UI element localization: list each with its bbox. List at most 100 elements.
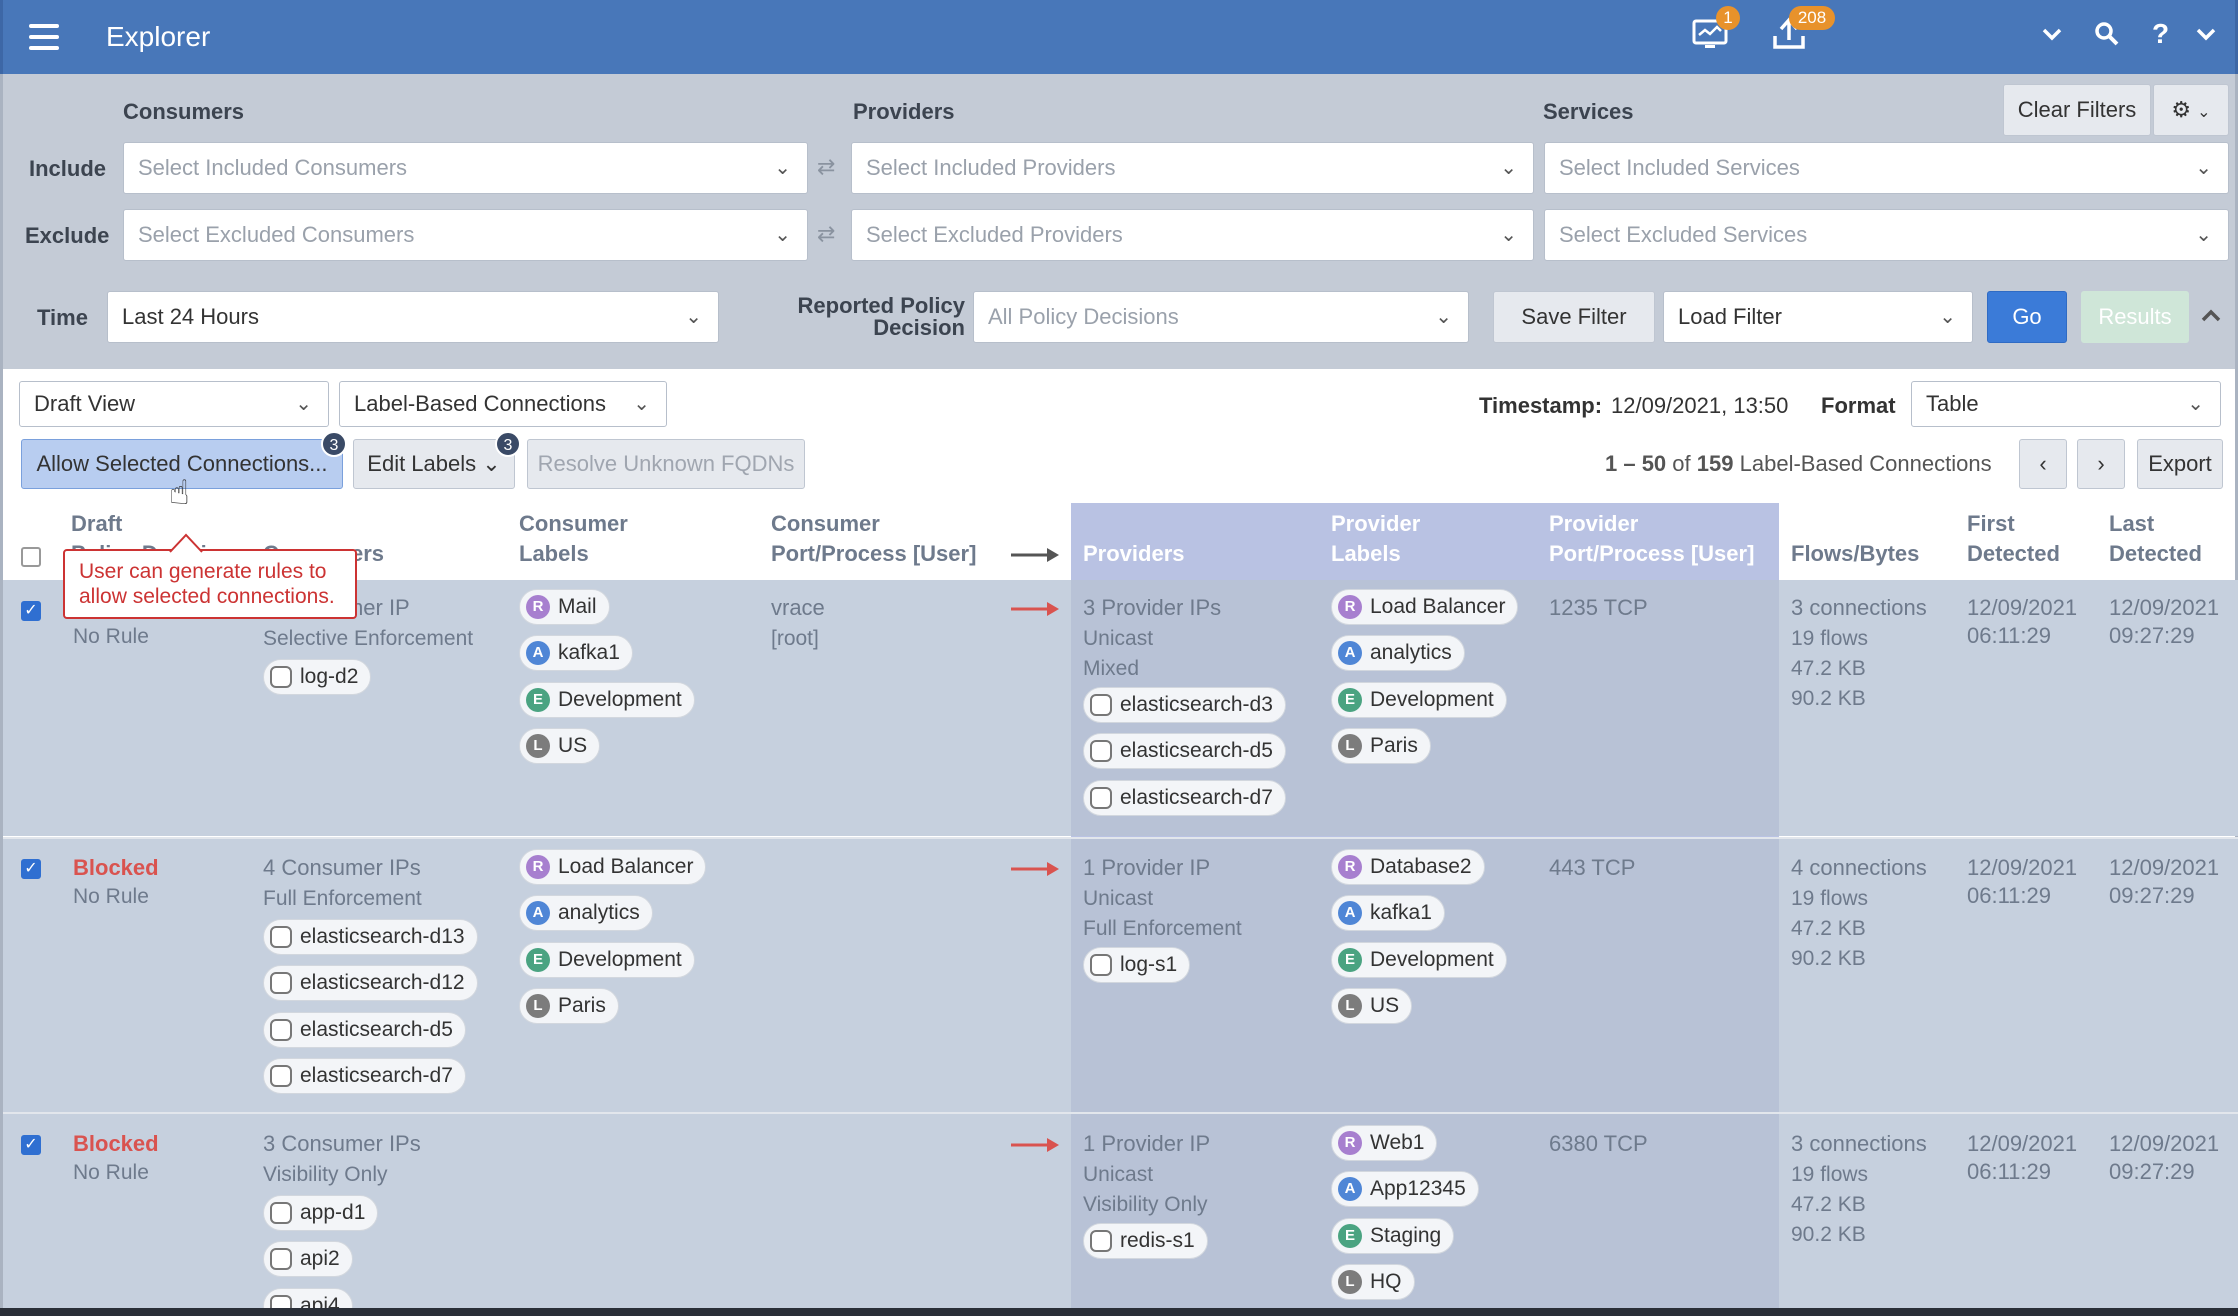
include-services-select[interactable]: Select Included Services ⌄ [1544, 142, 2229, 194]
menu-icon[interactable] [29, 24, 59, 50]
include-providers-select[interactable]: Select Included Providers ⌄ [851, 142, 1534, 194]
results-button[interactable]: Results [2081, 291, 2189, 343]
provider-main[interactable]: 1 Provider IP [1083, 855, 1211, 880]
workload-pill[interactable]: app-d1 [263, 1195, 379, 1231]
prev-page-button[interactable]: ‹ [2019, 439, 2067, 489]
label-pill[interactable]: R Mail [519, 589, 610, 625]
col-consumer-port[interactable]: Consumer Port/Process [User] [771, 511, 977, 566]
row-checkbox[interactable]: ✓ [21, 601, 41, 621]
provider-main[interactable]: 3 Provider IPs [1083, 595, 1222, 620]
row-decision: Blocked [73, 855, 159, 880]
col-providers[interactable]: Providers [1083, 541, 1185, 566]
workload-pill[interactable]: redis-s1 [1083, 1223, 1208, 1259]
label-pill[interactable]: L US [1331, 988, 1413, 1024]
row-3-bg-right [1779, 1114, 2238, 1316]
exclude-services-select[interactable]: Select Excluded Services ⌄ [1544, 209, 2229, 261]
chevron-down-icon: ⌄ [1500, 157, 1517, 179]
workload-pill[interactable]: elasticsearch-d5 [1083, 733, 1286, 769]
provider-cast: Unicast [1083, 887, 1154, 910]
label-pill[interactable]: A App12345 [1331, 1171, 1479, 1207]
consumer-main[interactable]: 3 Consumer IPs [263, 1131, 421, 1156]
chevron-down-icon[interactable] [2040, 22, 2064, 52]
allow-selected-connections-button[interactable]: Allow Selected Connections... [21, 439, 343, 489]
policy-decision-select[interactable]: All Policy Decisions ⌄ [973, 291, 1469, 343]
row-checkbox[interactable]: ✓ [21, 859, 41, 879]
col-last-detected[interactable]: Last Detected [2109, 511, 2202, 566]
first-detected-date: 12/09/2021 [1967, 595, 2078, 620]
exclude-providers-select[interactable]: Select Excluded Providers ⌄ [851, 209, 1534, 261]
connections-count: 3 connections [1791, 595, 1927, 620]
consumer-main[interactable]: 4 Consumer IPs [263, 855, 421, 880]
go-button[interactable]: Go [1987, 291, 2067, 343]
label-pill[interactable]: L US [519, 728, 601, 764]
time-select[interactable]: Last 24 Hours ⌄ [107, 291, 719, 343]
time-label: Time [37, 305, 88, 330]
workload-pill[interactable]: elasticsearch-d12 [263, 965, 478, 1001]
label-pill[interactable]: E Staging [1331, 1218, 1455, 1254]
settings-button[interactable]: ⚙ ⌄ [2153, 84, 2229, 136]
label-pill[interactable]: R Load Balancer [1331, 589, 1519, 625]
workload-pill[interactable]: elasticsearch-d5 [263, 1012, 466, 1048]
clear-filters-button[interactable]: Clear Filters [2003, 84, 2151, 136]
label-pill[interactable]: R Web1 [1331, 1125, 1438, 1161]
col-flows-bytes[interactable]: Flows/Bytes [1791, 541, 1920, 566]
label-pill[interactable]: R Database2 [1331, 849, 1485, 885]
edit-count-badge: 3 [495, 431, 521, 457]
monitor-icon[interactable] [1691, 18, 1731, 52]
format-select[interactable]: Table ⌄ [1911, 381, 2221, 427]
swap-icon[interactable]: ⇄ [817, 221, 836, 246]
connection-type-select[interactable]: Label-Based Connections ⌄ [339, 381, 667, 427]
load-filter-select[interactable]: Load Filter ⌄ [1663, 291, 1973, 343]
workload-pill[interactable]: elasticsearch-d7 [1083, 780, 1286, 816]
provider-main[interactable]: 1 Provider IP [1083, 1131, 1211, 1156]
view-select[interactable]: Draft View ⌄ [19, 381, 329, 427]
flows-count: 19 flows [1791, 627, 1869, 650]
next-page-button[interactable]: › [2077, 439, 2125, 489]
save-filter-button[interactable]: Save Filter [1493, 291, 1655, 343]
label-pill[interactable]: L HQ [1331, 1264, 1415, 1300]
workload-pill[interactable]: elasticsearch-d7 [263, 1058, 466, 1094]
bytes-out: 90.2 KB [1791, 1223, 1866, 1246]
edit-labels-button[interactable]: Edit Labels ⌄ [353, 439, 515, 489]
help-icon[interactable]: ? [2152, 18, 2170, 49]
col-first-detected[interactable]: First Detected [1967, 511, 2060, 566]
swap-icon[interactable]: ⇄ [817, 154, 836, 179]
exclude-consumers-select[interactable]: Select Excluded Consumers ⌄ [123, 209, 808, 261]
col-provider-labels[interactable]: Provider Labels [1331, 511, 1421, 566]
workload-pill[interactable]: api2 [263, 1241, 353, 1277]
role-icon: R [526, 595, 550, 619]
workload-pill[interactable]: log-s1 [1083, 947, 1191, 983]
workload-pill[interactable]: log-d2 [263, 659, 372, 695]
label-pill[interactable]: E Development [1331, 942, 1507, 978]
top-header: Explorer 1 208 ? [0, 0, 2238, 74]
services-heading: Services [1543, 99, 1634, 124]
select-all-checkbox[interactable] [21, 547, 41, 567]
workload-pill[interactable]: elasticsearch-d13 [263, 919, 478, 955]
workload-pill[interactable]: elasticsearch-d3 [1083, 687, 1286, 723]
export-button[interactable]: Export [2137, 439, 2223, 489]
chevron-down-icon: ⌄ [774, 224, 791, 246]
label-pill[interactable]: E Development [1331, 682, 1507, 718]
label-pill[interactable]: L Paris [1331, 728, 1431, 764]
resolve-fqdns-button[interactable]: Resolve Unknown FQDNs [527, 439, 805, 489]
workload-icon [270, 666, 292, 688]
col-provider-port[interactable]: Provider Port/Process [User] [1549, 511, 1755, 566]
provider-enforcement: Full Enforcement [1083, 917, 1242, 940]
workload-icon [1090, 740, 1112, 762]
label-pill[interactable]: L Paris [519, 988, 619, 1024]
label-pill[interactable]: E Development [519, 682, 695, 718]
chevron-up-icon[interactable] [2199, 304, 2223, 334]
search-icon[interactable] [2093, 20, 2121, 54]
label-pill[interactable]: E Development [519, 942, 695, 978]
col-consumer-labels[interactable]: Consumer Labels [519, 511, 628, 566]
row-checkbox[interactable]: ✓ [21, 1135, 41, 1155]
location-icon: L [1338, 734, 1362, 758]
include-consumers-select[interactable]: Select Included Consumers ⌄ [123, 142, 808, 194]
label-pill[interactable]: R Load Balancer [519, 849, 707, 885]
user-menu-chevron-icon[interactable] [2194, 22, 2218, 52]
row-divider [3, 837, 2238, 839]
